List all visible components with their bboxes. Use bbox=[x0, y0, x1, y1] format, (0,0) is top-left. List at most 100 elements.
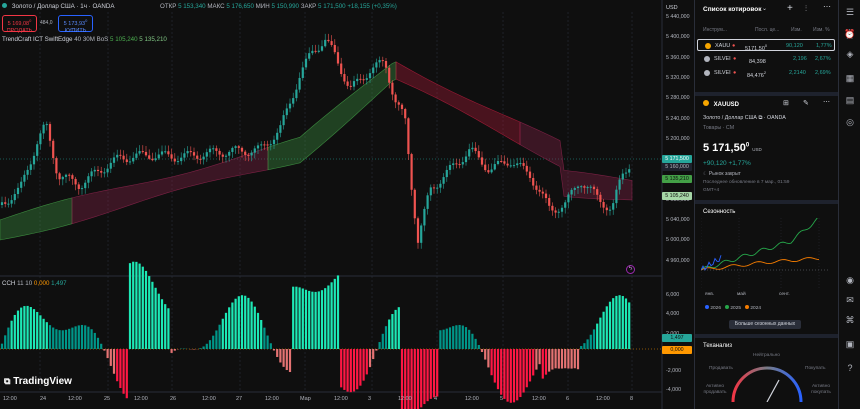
tradingview-logo[interactable]: ⧉ TradingView bbox=[4, 376, 72, 387]
scripts-icon[interactable]: ⌘ bbox=[845, 315, 855, 325]
candle-body bbox=[141, 151, 144, 153]
alerts-icon[interactable]: ⏰ bbox=[844, 29, 856, 39]
time-axis-label: 8 bbox=[630, 396, 634, 402]
chat-icon[interactable]: ◉ bbox=[846, 275, 854, 285]
candle-body bbox=[29, 164, 32, 170]
seasonality-chart[interactable] bbox=[701, 218, 831, 290]
indicator2-legend[interactable]: CCH 11 10 0,000 1,497 bbox=[2, 280, 67, 287]
cch2-tag: 0,000 bbox=[662, 346, 692, 354]
watchlist-title-chevron-icon[interactable]: ⌄ bbox=[762, 6, 768, 12]
ohlc-readout: ОТКР 5 153,340 МАКС 5 176,650 МИН 5 150,… bbox=[160, 3, 397, 10]
cch-bar bbox=[32, 309, 36, 349]
cch-bar bbox=[340, 349, 343, 388]
candle-body bbox=[237, 146, 240, 148]
cch-bar bbox=[583, 343, 586, 349]
col-change-pct[interactable]: Изм. % bbox=[813, 27, 830, 33]
candle-body bbox=[52, 140, 55, 159]
cch-bar bbox=[327, 285, 330, 349]
symbol-title[interactable]: Золото / Доллар США · 1ч · OANDA bbox=[11, 3, 115, 10]
details-change: +90,120 bbox=[703, 160, 727, 167]
cch-bar bbox=[445, 328, 448, 349]
cch-bar bbox=[0, 343, 4, 349]
candle-body bbox=[452, 163, 455, 166]
watchlist-title[interactable]: Список котировок bbox=[703, 6, 762, 13]
details-symbol[interactable]: XAUUSD bbox=[713, 102, 740, 108]
news-icon[interactable]: ▦ bbox=[845, 73, 855, 83]
cch-bar bbox=[471, 333, 474, 349]
cch-bar bbox=[282, 349, 285, 367]
candle-body bbox=[538, 189, 541, 192]
hotlist-icon[interactable]: ▣ bbox=[845, 339, 855, 349]
price-chart[interactable] bbox=[0, 0, 693, 409]
cch-bar bbox=[516, 349, 519, 401]
cch-bar bbox=[221, 318, 224, 349]
candle-body bbox=[122, 155, 125, 160]
watchlist-more-icon[interactable]: ⋯ bbox=[823, 2, 831, 11]
add-symbol-icon[interactable]: + bbox=[787, 3, 793, 14]
details-more-icon[interactable]: ⋯ bbox=[823, 99, 830, 106]
watchlist-icon[interactable]: ☰ bbox=[845, 7, 855, 17]
indicator1-legend[interactable]: TrendCraft ICT SwiftEdge 40 30M BoS 5 10… bbox=[2, 36, 167, 43]
cch-bar bbox=[391, 314, 394, 349]
candle-body bbox=[576, 186, 580, 189]
time-axis-label: 12:00 bbox=[596, 396, 610, 402]
details-edit-icon[interactable]: ✎ bbox=[803, 100, 809, 107]
panel-divider[interactable] bbox=[695, 92, 839, 96]
tech-title[interactable]: Теханализ bbox=[703, 343, 733, 349]
candle-body bbox=[448, 165, 452, 170]
candle-body bbox=[439, 183, 442, 188]
cch-bar bbox=[253, 306, 256, 349]
market-closed-icon: ☾ bbox=[703, 171, 708, 177]
chart-header: Золото / Доллар США · 1ч · OANDA bbox=[2, 3, 114, 10]
cch-bar bbox=[464, 327, 468, 349]
tech-gauge bbox=[731, 366, 803, 402]
candle-body bbox=[272, 139, 276, 145]
more-seasonality-button[interactable]: Больше сезонных данных bbox=[729, 320, 801, 329]
cch-bar bbox=[368, 349, 372, 368]
lightning-icon[interactable]: ϟ bbox=[626, 265, 635, 274]
candle-body bbox=[42, 124, 45, 134]
legend-dot-2025 bbox=[725, 305, 730, 309]
cch-bar bbox=[356, 349, 359, 390]
col-instrument[interactable]: Инструм... bbox=[703, 27, 727, 33]
candle-body bbox=[429, 187, 432, 196]
buy-button[interactable]: 5 173,930 КУПИТЬ bbox=[58, 15, 93, 34]
col-change[interactable]: Изм. bbox=[791, 27, 802, 33]
candle-body bbox=[512, 165, 516, 167]
details-grid-icon[interactable]: ⊞ bbox=[783, 100, 789, 107]
watchlist-row-silver1[interactable]: SILVEI ● 84,398 2,196 2,67% bbox=[697, 53, 835, 65]
col-price[interactable]: Посл. це... bbox=[755, 27, 780, 33]
watchlist-row-silver2[interactable]: SILVEI ● 84,4762 2,2140 2,69% bbox=[697, 67, 835, 79]
watchlist-settings-icon[interactable]: ⫶ bbox=[805, 4, 807, 13]
price-axis-label: 5 440,000 bbox=[666, 14, 690, 20]
watchlist-row-xauusd[interactable]: XAUU ● 5171,500 90,120 1,77% bbox=[697, 39, 835, 52]
chart-area[interactable]: Золото / Доллар США · 1ч · OANDA ОТКР 5 … bbox=[0, 0, 693, 409]
seasonality-title[interactable]: Сезонность bbox=[703, 209, 736, 215]
row-price: 84,476 bbox=[747, 72, 764, 79]
sell-button[interactable]: 5 169,080 ПРОДАТЬ bbox=[2, 15, 37, 34]
candle-body bbox=[71, 175, 74, 179]
spread-value: 484,0 bbox=[40, 20, 53, 26]
cch-bar bbox=[573, 349, 576, 369]
cch-bar bbox=[474, 338, 477, 349]
candle-body bbox=[432, 187, 436, 189]
external-link-icon[interactable]: ⧉ bbox=[758, 115, 763, 121]
currency-label[interactable]: USD bbox=[666, 5, 678, 11]
cch-bar bbox=[250, 301, 253, 349]
candle-body bbox=[391, 82, 394, 95]
cch-bar bbox=[311, 291, 314, 349]
candle-body bbox=[231, 147, 234, 152]
candle-body bbox=[106, 168, 109, 173]
layers-icon[interactable]: ◈ bbox=[846, 49, 854, 59]
help-icon[interactable]: ? bbox=[847, 363, 853, 373]
candle-body bbox=[352, 81, 356, 87]
signal-icon[interactable]: ✉ bbox=[846, 295, 854, 305]
tech-sell: Продавать bbox=[709, 366, 733, 371]
cch-bar bbox=[487, 349, 490, 368]
calendar-icon[interactable]: ▤ bbox=[845, 95, 855, 105]
cch-bar bbox=[484, 349, 487, 360]
candle-body bbox=[519, 163, 522, 165]
cch-bar bbox=[160, 299, 164, 349]
ideas-icon[interactable]: ◎ bbox=[846, 117, 854, 127]
cch-bar bbox=[532, 349, 535, 376]
